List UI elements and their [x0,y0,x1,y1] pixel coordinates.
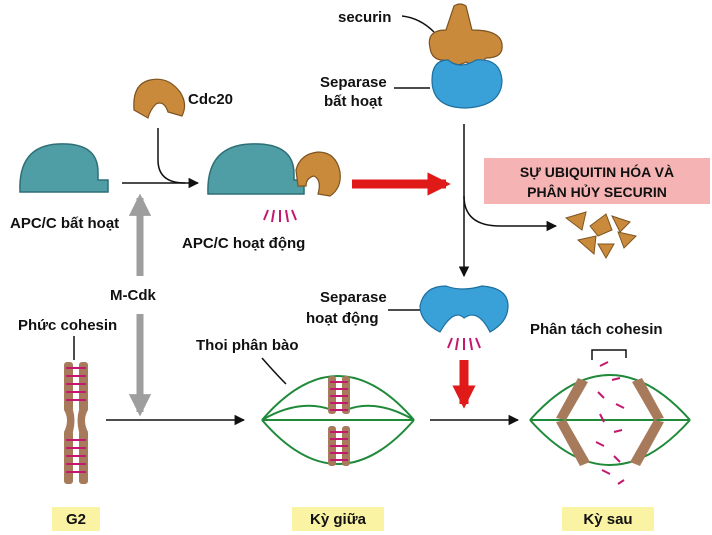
separase-active-label-1: Separase [320,289,387,306]
stage-label-anaphase: Kỳ sau [583,511,632,528]
apc-active-shape [207,143,341,223]
spindle-pointer [261,357,287,385]
apc-inactive-label: APC/C bất hoạt [10,215,119,232]
anaphase-spindle [529,374,691,466]
apc-active-label: APC/C hoạt động [182,235,305,252]
stage-label-g2: G2 [66,511,86,528]
g2-chromosome [64,362,88,484]
separase-inactive-label-2: bất hoạt [324,93,382,110]
ubiquitin-banner-line-1: SỰ UBIQUITIN HÓA VÀ [520,163,674,180]
separase-inactive-shape [431,59,503,109]
stage-label-metaphase: Kỳ giữa [310,511,367,528]
metaphase-chromosome [328,376,350,466]
cleaved-cohesin-fragments [595,361,625,485]
separase-active-label-2: hoạt động [306,310,378,327]
cdc20-join-arrow [157,128,186,184]
securin-shape [428,3,503,66]
anaphase-chromatid-right [630,378,664,466]
metaphase-spindle [261,375,415,465]
ubiquitin-banner [484,158,710,204]
separase-active-shape [419,285,509,351]
spindle-label: Thoi phân bào [196,337,299,354]
securin-label: securin [338,9,391,26]
cohesin-cleavage-label: Phân tách cohesin [530,321,663,338]
anaphase-chromatid-left [556,378,590,466]
stage-box-metaphase [292,507,384,531]
cdc20-shape [133,78,186,119]
stage-box-anaphase [562,507,654,531]
securin-fragments [564,211,637,260]
apc-inactive-shape [19,143,109,193]
cohesin-cleavage-bracket [591,349,627,360]
stage-box-g2 [52,507,100,531]
cdc20-label: Cdc20 [188,91,233,108]
separase-inactive-label-1: Separase [320,74,387,91]
cohesin-complex-label: Phức cohesin [18,317,117,334]
ubiquitin-banner-line-2: PHÂN HỦY SECURIN [527,183,667,200]
mcdk-label: M-Cdk [110,287,156,304]
securin-pointer [401,15,435,33]
securin-degradation-arrow [463,195,558,232]
